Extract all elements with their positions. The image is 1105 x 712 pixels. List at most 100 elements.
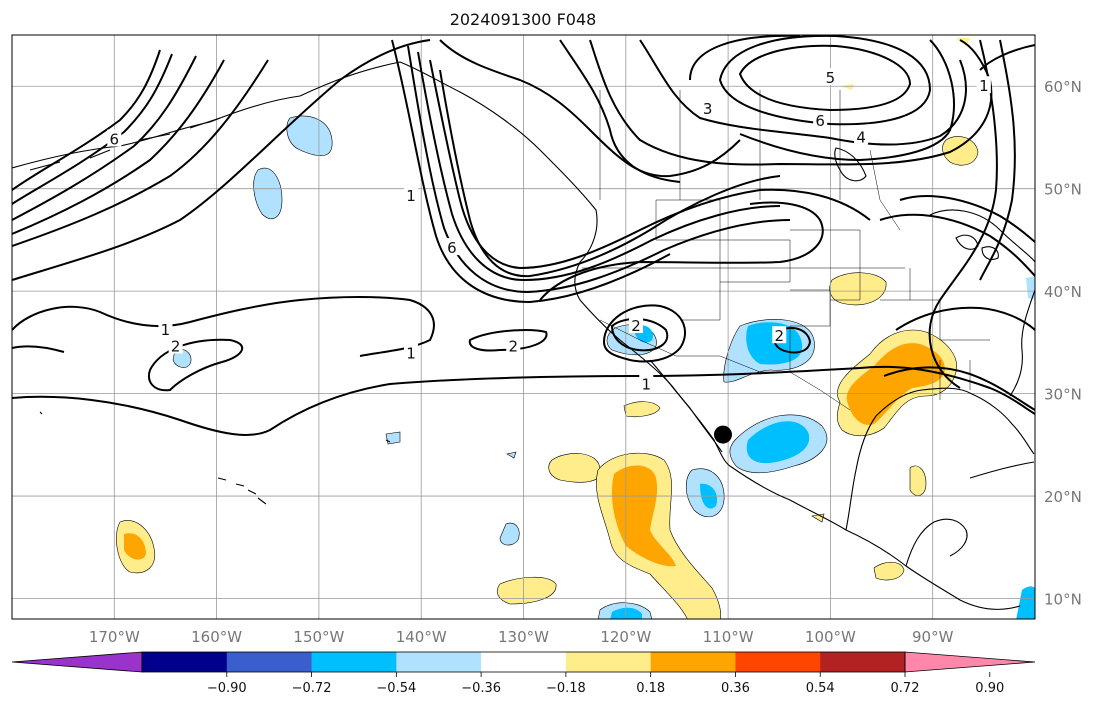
contour-line xyxy=(738,44,912,112)
colorbar-tick-label: 0.36 xyxy=(721,681,750,696)
coastline-path xyxy=(649,359,723,453)
border-line xyxy=(599,319,851,411)
contour-label: 6 xyxy=(815,112,825,130)
lon-tick-label: 90°W xyxy=(912,628,954,646)
shade-region xyxy=(909,465,927,496)
contour-line xyxy=(417,51,781,282)
contour-line xyxy=(559,39,681,183)
coastline-path xyxy=(929,209,1035,263)
state-border xyxy=(680,268,861,321)
contour-line xyxy=(539,201,824,301)
contour-line xyxy=(148,338,244,392)
province-border xyxy=(599,90,841,200)
lat-tick-label: 50°N xyxy=(1044,181,1082,199)
shade-region xyxy=(746,421,810,464)
contour-line xyxy=(602,304,687,363)
shade-region xyxy=(829,272,887,306)
contour-label-bg xyxy=(854,127,869,145)
contour-label-bg xyxy=(444,238,459,256)
lon-tick-label: 170°W xyxy=(89,628,140,646)
lat-tick-label: 20°N xyxy=(1044,488,1082,506)
shade-region xyxy=(623,401,661,418)
contour-line xyxy=(12,59,269,247)
contour-line xyxy=(639,39,967,146)
shade-region xyxy=(548,453,601,483)
contour-label: 6 xyxy=(447,239,457,257)
contour-line xyxy=(468,329,548,352)
colorbar-tick-label: 0.90 xyxy=(975,681,1004,696)
contour-line xyxy=(899,194,1035,243)
lon-tick-label: 150°W xyxy=(293,628,344,646)
contour-label: 3 xyxy=(703,100,713,118)
contour-label: 6 xyxy=(110,131,120,149)
contour-label-bg xyxy=(772,326,787,344)
colorbar-tick-label: 0.18 xyxy=(636,681,665,696)
contour-line xyxy=(429,59,871,270)
contour-line xyxy=(12,39,431,281)
coastline-path xyxy=(729,465,1021,610)
contour-label: 2 xyxy=(631,317,641,335)
contour-line xyxy=(979,44,1035,71)
contour-line xyxy=(718,35,932,126)
contour-label: 1 xyxy=(406,345,416,363)
colorbar-segment xyxy=(311,652,397,672)
shade-region xyxy=(840,84,854,90)
lon-tick-label: 120°W xyxy=(600,628,651,646)
lon-tick-label: 110°W xyxy=(703,628,754,646)
shade-region xyxy=(499,522,520,546)
shade-region xyxy=(611,465,676,567)
state-border xyxy=(789,289,831,372)
colorbar-segment xyxy=(481,652,567,672)
contour-line xyxy=(928,39,998,389)
contour-label-bg xyxy=(403,185,418,203)
coastline-path xyxy=(834,147,867,182)
shade-region xyxy=(286,115,333,156)
coastline-path xyxy=(39,411,391,443)
contour-label: 2 xyxy=(774,327,784,345)
coastline-path xyxy=(1009,289,1035,397)
contour-line xyxy=(689,35,955,162)
anomaly-shading xyxy=(116,38,1035,619)
lon-tick-label: 130°W xyxy=(498,628,549,646)
hawaii-islands xyxy=(217,477,267,505)
colorbar-segment xyxy=(142,652,228,672)
shade-region xyxy=(497,576,557,605)
colorbar-segment xyxy=(396,652,482,672)
state-border xyxy=(719,239,791,283)
colorbar-tick-label: −0.54 xyxy=(376,681,416,696)
contour-label: 1 xyxy=(161,321,171,339)
shade-region xyxy=(1016,586,1035,619)
coastline-path xyxy=(905,518,968,567)
colorbar-tick-label: −0.36 xyxy=(461,681,501,696)
contour-lines xyxy=(12,35,1035,436)
shade-region xyxy=(846,343,945,425)
coastlines xyxy=(12,61,1035,610)
shade-region xyxy=(124,533,146,560)
colorbar-segment xyxy=(565,652,652,672)
shade-region xyxy=(253,167,283,220)
contour-label: 2 xyxy=(508,337,518,355)
coastline-path xyxy=(845,387,1035,531)
contour-line xyxy=(12,345,65,353)
contour-label-bg xyxy=(168,336,183,354)
colorbar-segment xyxy=(820,652,906,672)
lon-tick-label: 140°W xyxy=(396,628,447,646)
longitude-ticks: 170°W 160°W 150°W 140°W 130°W 120°W 110°W 100°W… xyxy=(89,628,954,646)
colorbar: −0.90 −0.72 −0.54 −0.36 −0.18 0.18 0.36 0.54 0.7… xyxy=(11,651,1036,696)
colorbar-segment xyxy=(650,652,736,672)
contour-label-bg xyxy=(506,336,521,354)
colorbar-extend-high xyxy=(904,651,1036,673)
contour-label: 5 xyxy=(826,69,836,87)
shade-region xyxy=(385,431,401,445)
contour-label-bg xyxy=(629,315,644,333)
location-marker xyxy=(713,425,732,444)
province-border xyxy=(869,149,901,231)
contour-line xyxy=(12,365,1035,436)
colorbar-frame xyxy=(141,651,906,673)
contour-label-bg xyxy=(403,343,418,361)
contour-label-bg xyxy=(107,129,122,147)
coastline-path xyxy=(969,461,1035,479)
lon-tick-label: 160°W xyxy=(191,628,242,646)
